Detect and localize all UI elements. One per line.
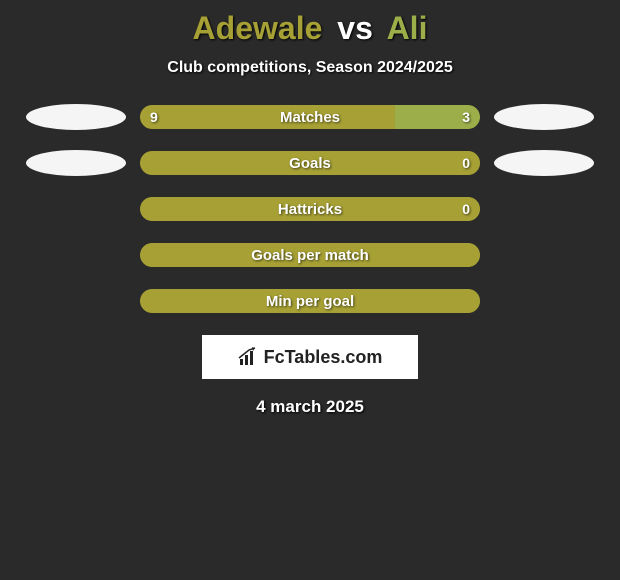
stat-bar: 0Hattricks bbox=[140, 197, 480, 221]
right-badge-slot bbox=[492, 104, 596, 130]
comparison-infographic: Adewale vs Ali Club competitions, Season… bbox=[0, 0, 620, 580]
stat-label: Goals bbox=[140, 151, 480, 175]
player1-badge bbox=[26, 104, 126, 130]
stat-label: Min per goal bbox=[140, 289, 480, 313]
left-badge-slot bbox=[24, 104, 128, 130]
brand-box: FcTables.com bbox=[202, 335, 418, 379]
stat-row: Goals per match bbox=[0, 243, 620, 267]
stat-row: 0Goals bbox=[0, 151, 620, 175]
brand-text: FcTables.com bbox=[264, 347, 383, 368]
stat-bar: Goals per match bbox=[140, 243, 480, 267]
date: 4 march 2025 bbox=[0, 397, 620, 417]
stat-label: Hattricks bbox=[140, 197, 480, 221]
subtitle: Club competitions, Season 2024/2025 bbox=[0, 59, 620, 77]
stat-bar: 93Matches bbox=[140, 105, 480, 129]
stat-row: Min per goal bbox=[0, 289, 620, 313]
stat-rows: 93Matches 0Goals 0Hattricks Goals per match… bbox=[0, 105, 620, 313]
player1-badge bbox=[26, 150, 126, 176]
stat-row: 0Hattricks bbox=[0, 197, 620, 221]
stat-label: Goals per match bbox=[140, 243, 480, 267]
stat-label: Matches bbox=[140, 105, 480, 129]
player1-name: Adewale bbox=[193, 10, 323, 46]
bar-chart-icon bbox=[238, 347, 260, 367]
player2-name: Ali bbox=[387, 10, 428, 46]
stat-row: 93Matches bbox=[0, 105, 620, 129]
right-badge-slot bbox=[492, 150, 596, 176]
vs-text: vs bbox=[337, 10, 373, 46]
stat-bar: 0Goals bbox=[140, 151, 480, 175]
player2-badge bbox=[494, 150, 594, 176]
title: Adewale vs Ali bbox=[0, 10, 620, 47]
left-badge-slot bbox=[24, 150, 128, 176]
stat-bar: Min per goal bbox=[140, 289, 480, 313]
player2-badge bbox=[494, 104, 594, 130]
